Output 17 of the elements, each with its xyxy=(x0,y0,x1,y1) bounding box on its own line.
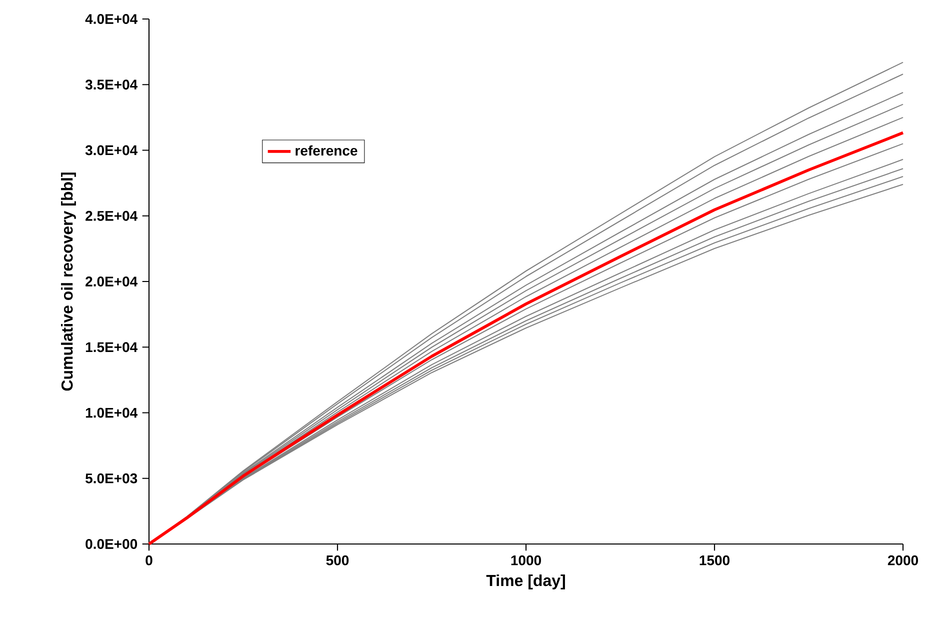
y-tick-label: 1.5E+04 xyxy=(86,342,138,352)
x-tick-label: 0 xyxy=(146,555,152,566)
y-tick-label: 1.0E+04 xyxy=(86,408,138,418)
y-tick-label: 3.5E+04 xyxy=(85,80,138,90)
y-tick-label: 2.0E+04 xyxy=(86,276,138,286)
x-tick-label: 1000 xyxy=(511,555,541,566)
x-tick-label: 2000 xyxy=(888,555,918,566)
y-tick-label: 0.0E+00 xyxy=(86,539,138,549)
y-tick-label: 4.0E+04 xyxy=(85,14,138,24)
y-tick-label: 2.5E+04 xyxy=(86,210,138,221)
y-tick-label: 3.0E+04 xyxy=(85,145,138,156)
x-tick-label: 1500 xyxy=(700,555,730,566)
legend-label: reference xyxy=(296,145,358,156)
y-tick-label: 5.0E+03 xyxy=(86,473,138,484)
x-tick-label: 500 xyxy=(326,555,349,566)
y-axis-title: Cumulative oil recovery [bbl] xyxy=(61,172,76,391)
x-axis-title: Time [day] xyxy=(486,574,565,590)
